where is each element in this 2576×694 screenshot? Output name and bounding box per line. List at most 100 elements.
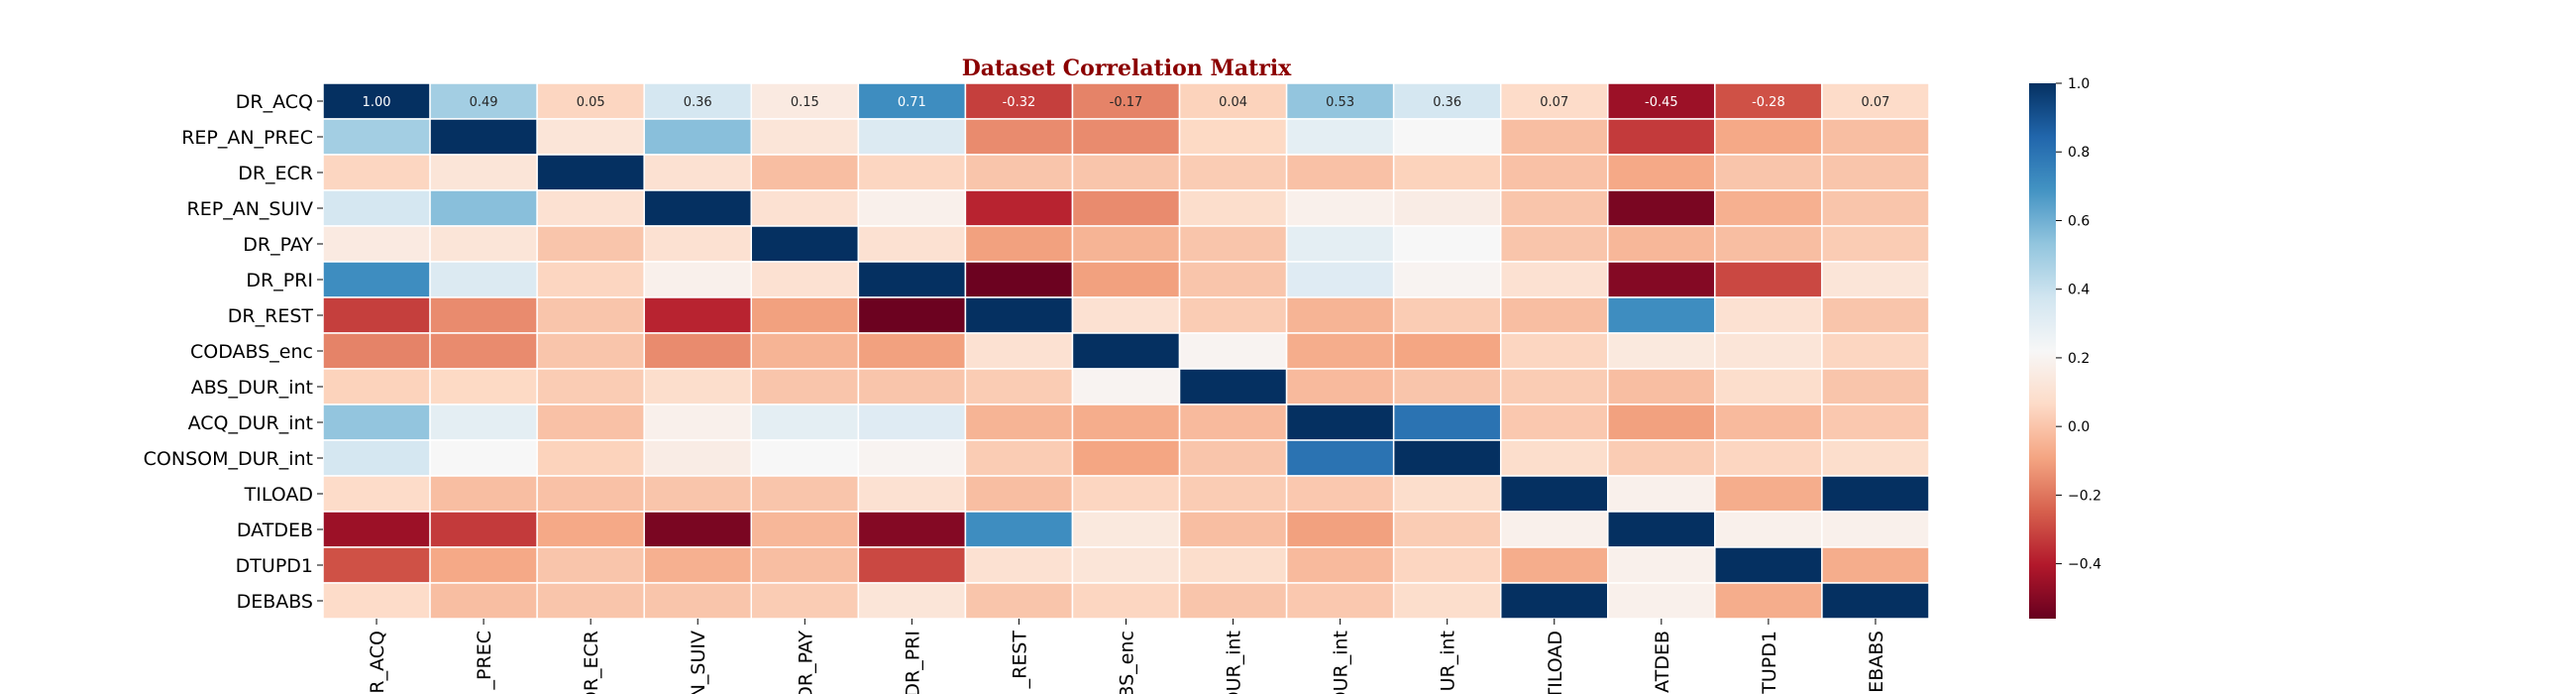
heatmap-cell bbox=[322, 332, 431, 370]
heatmap-cell bbox=[1714, 475, 1823, 513]
colorbar-tick-label: 1.0 bbox=[2068, 76, 2090, 92]
cell-value-label: -0.17 bbox=[1110, 95, 1143, 110]
heatmap-cell bbox=[857, 82, 967, 120]
heatmap-cell bbox=[322, 475, 431, 513]
cell-value-label: -0.45 bbox=[1645, 95, 1678, 110]
heatmap-cell bbox=[1499, 332, 1609, 370]
heatmap-cell bbox=[1285, 118, 1395, 156]
heatmap-cell bbox=[750, 546, 860, 584]
y-tick-label: DR_ECR bbox=[238, 163, 313, 184]
y-tick-label: CODABS_enc bbox=[190, 341, 313, 363]
heatmap-cell bbox=[1071, 511, 1181, 548]
heatmap-cell bbox=[857, 582, 967, 620]
heatmap-cell bbox=[1607, 261, 1716, 298]
heatmap-cell bbox=[1607, 404, 1716, 441]
heatmap-cell bbox=[1499, 296, 1609, 334]
cell-value-label: 0.07 bbox=[1540, 95, 1568, 110]
heatmap-cell bbox=[964, 404, 1074, 441]
heatmap-cell bbox=[1821, 582, 1930, 620]
heatmap-cell bbox=[1071, 118, 1181, 156]
heatmap-cell bbox=[964, 296, 1074, 334]
x-tick-label: DR_ECR bbox=[581, 631, 602, 694]
heatmap-cell bbox=[1714, 439, 1823, 477]
x-tick-label: EBABS bbox=[1866, 631, 1887, 693]
heatmap-cells bbox=[322, 82, 1930, 620]
heatmap-cell bbox=[536, 439, 645, 477]
heatmap-cell bbox=[750, 475, 860, 513]
heatmap-cell bbox=[1392, 511, 1502, 548]
heatmap-cell bbox=[1178, 439, 1288, 477]
heatmap-cell bbox=[536, 332, 645, 370]
heatmap-cell bbox=[1499, 261, 1609, 298]
y-axis-tick-labels: DR_ACQ REP_AN_PREC DR_ECR REP_AN_SUIV DR_PAY… bbox=[144, 91, 323, 613]
cell-value-label: 0.07 bbox=[1861, 95, 1889, 110]
x-tick-label: UR_int bbox=[1438, 631, 1459, 691]
heatmap-cell bbox=[643, 546, 753, 584]
heatmap-cell bbox=[1285, 511, 1395, 548]
heatmap-cell bbox=[322, 546, 431, 584]
heatmap-cell bbox=[1607, 118, 1716, 156]
y-tick-label: DR_PRI bbox=[246, 270, 313, 291]
heatmap-cell bbox=[1714, 546, 1823, 584]
heatmap-cell bbox=[536, 189, 645, 227]
heatmap-cell bbox=[536, 475, 645, 513]
x-tick-label: N_SUIV bbox=[688, 631, 709, 694]
heatmap-cell bbox=[857, 154, 967, 191]
heatmap-cell bbox=[1071, 368, 1181, 405]
colorbar-ticks: 1.0 0.8 0.6 0.4 0.2 0.0 −0.2 −0.4 bbox=[2056, 76, 2101, 573]
heatmap-cell bbox=[1178, 404, 1288, 441]
heatmap-cell bbox=[1499, 582, 1609, 620]
heatmap-cell bbox=[322, 261, 431, 298]
cell-value-label: 1.00 bbox=[363, 95, 391, 110]
heatmap-cell bbox=[1071, 225, 1181, 263]
colorbar-tick-label: −0.4 bbox=[2068, 557, 2101, 573]
heatmap-cell bbox=[536, 404, 645, 441]
heatmap-cell bbox=[536, 154, 645, 191]
heatmap-cell bbox=[429, 82, 538, 120]
heatmap-cell bbox=[1392, 582, 1502, 620]
heatmap-cell bbox=[857, 404, 967, 441]
heatmap-cell bbox=[1285, 261, 1395, 298]
heatmap-cell bbox=[1821, 439, 1930, 477]
heatmap-cell bbox=[857, 225, 967, 263]
heatmap-cell bbox=[1607, 368, 1716, 405]
heatmap-cell bbox=[1714, 404, 1823, 441]
heatmap-cell bbox=[1499, 368, 1609, 405]
heatmap-cell bbox=[1285, 82, 1395, 120]
heatmap-cell bbox=[857, 296, 967, 334]
heatmap-cell bbox=[643, 225, 753, 263]
heatmap-cell bbox=[964, 546, 1074, 584]
heatmap-cell bbox=[429, 296, 538, 334]
heatmap-cell bbox=[429, 439, 538, 477]
heatmap-cell bbox=[1607, 546, 1716, 584]
heatmap-cell bbox=[964, 225, 1074, 263]
cell-value-label: 0.53 bbox=[1326, 95, 1354, 110]
x-tick-label: DUR_int bbox=[1331, 631, 1352, 694]
heatmap-cell bbox=[1607, 439, 1716, 477]
heatmap-cell bbox=[750, 154, 860, 191]
heatmap-cell bbox=[429, 332, 538, 370]
heatmap-cell bbox=[1392, 154, 1502, 191]
y-tick-label: DTUPD1 bbox=[236, 555, 313, 577]
heatmap-cell bbox=[750, 404, 860, 441]
heatmap-cell bbox=[1714, 225, 1823, 263]
y-tick-label: ACQ_DUR_int bbox=[188, 412, 313, 434]
heatmap-cell bbox=[322, 225, 431, 263]
heatmap-cell bbox=[857, 261, 967, 298]
heatmap-cell bbox=[857, 368, 967, 405]
heatmap-cell bbox=[1607, 511, 1716, 548]
heatmap-cell bbox=[1071, 439, 1181, 477]
heatmap-cell bbox=[1499, 439, 1609, 477]
heatmap-cell bbox=[750, 261, 860, 298]
heatmap-cell bbox=[750, 511, 860, 548]
heatmap-cell bbox=[1285, 296, 1395, 334]
heatmap-cell bbox=[857, 511, 967, 548]
x-tick-label: R_ACQ bbox=[367, 631, 388, 694]
heatmap-cell bbox=[857, 118, 967, 156]
heatmap-cell bbox=[1714, 82, 1823, 120]
heatmap-cell bbox=[1178, 189, 1288, 227]
heatmap-cell bbox=[857, 332, 967, 370]
colorbar-tick-label: 0.0 bbox=[2068, 419, 2090, 435]
colorbar-tick-label: 0.4 bbox=[2068, 283, 2090, 298]
heatmap-cell bbox=[1392, 546, 1502, 584]
